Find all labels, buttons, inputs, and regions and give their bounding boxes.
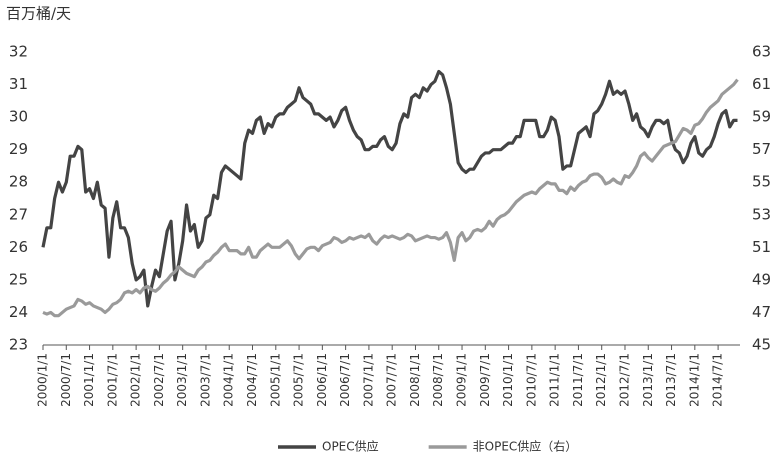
- x-tick-label: 2005/7/1: [292, 353, 306, 407]
- y2-tick-label: 49: [752, 270, 771, 288]
- legend-label: OPEC供应: [322, 439, 379, 454]
- x-tick-label: 2003/7/1: [198, 353, 212, 407]
- y2-tick-label: 47: [752, 303, 771, 321]
- y2-tick-label: 59: [752, 108, 771, 126]
- x-tick-label: 2011/7/1: [571, 353, 585, 407]
- x-tick-label: 2006/7/1: [338, 353, 352, 407]
- x-tick-label: 2007/1/1: [361, 353, 375, 407]
- x-tick-label: 2006/1/1: [315, 353, 329, 407]
- legend-label: 非OPEC供应（右）: [473, 439, 578, 454]
- x-tick-label: 2011/1/1: [548, 353, 562, 407]
- y2-tick-label: 45: [752, 336, 771, 354]
- x-tick-label: 2012/7/1: [617, 353, 631, 407]
- y2-tick-label: 51: [752, 238, 771, 256]
- y2-tick-label: 63: [752, 43, 771, 61]
- x-tick-label: 2004/7/1: [245, 353, 259, 407]
- x-tick-label: 2013/1/1: [641, 353, 655, 407]
- x-tick-label: 2009/7/1: [478, 353, 492, 407]
- y-tick-label: 27: [9, 205, 28, 223]
- x-tick-label: 2009/1/1: [455, 353, 469, 407]
- series-line: [42, 78, 739, 318]
- x-tick-label: 2002/1/1: [129, 353, 143, 407]
- x-tick-label: 2014/1/1: [687, 353, 701, 407]
- y-tick-label: 24: [9, 303, 28, 321]
- y-tick-label: 32: [9, 43, 28, 61]
- y-tick-label: 30: [9, 108, 28, 126]
- x-tick-label: 2005/1/1: [268, 353, 282, 407]
- y-tick-label: 23: [9, 336, 28, 354]
- x-tick-label: 2007/7/1: [385, 353, 399, 407]
- x-tick-label: 2000/1/1: [36, 353, 50, 407]
- y-tick-label: 31: [9, 75, 28, 93]
- x-tick-label: 2001/1/1: [82, 353, 96, 407]
- y2-tick-label: 55: [752, 173, 771, 191]
- x-tick-label: 2000/7/1: [59, 353, 73, 407]
- x-tick-label: 2004/1/1: [222, 353, 236, 407]
- x-tick-label: 2013/7/1: [664, 353, 678, 407]
- x-tick-label: 2014/7/1: [711, 353, 725, 407]
- series-line: [41, 69, 738, 308]
- y-tick-label: 26: [9, 238, 28, 256]
- y2-tick-label: 61: [752, 75, 771, 93]
- y-tick-label: 25: [9, 270, 28, 288]
- y-tick-label: 29: [9, 140, 28, 158]
- y2-tick-label: 53: [752, 205, 771, 223]
- x-tick-label: 2003/1/1: [175, 353, 189, 407]
- x-tick-label: 2008/7/1: [431, 353, 445, 407]
- y-tick-label: 28: [9, 173, 28, 191]
- y-axis-label: 百万桶/天: [6, 5, 71, 23]
- x-tick-label: 2010/1/1: [501, 353, 515, 407]
- x-tick-label: 2010/7/1: [524, 353, 538, 407]
- x-tick-label: 2012/1/1: [594, 353, 608, 407]
- x-tick-label: 2001/7/1: [105, 353, 119, 407]
- x-tick-label: 2002/7/1: [152, 353, 166, 407]
- x-tick-label: 2008/1/1: [408, 353, 422, 407]
- y2-tick-label: 57: [752, 140, 771, 158]
